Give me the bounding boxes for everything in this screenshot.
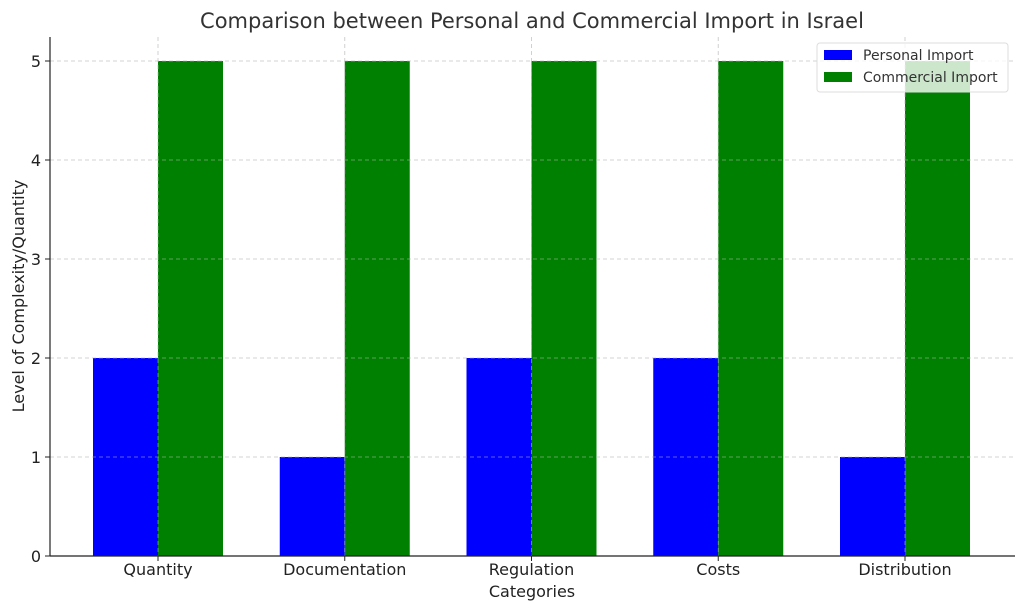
bar-commercial-import bbox=[905, 61, 970, 556]
y-tick-label: 2 bbox=[31, 349, 41, 368]
bar-personal-import bbox=[840, 457, 905, 556]
y-axis-label: Level of Complexity/Quantity bbox=[9, 180, 28, 413]
bar-personal-import bbox=[653, 358, 719, 556]
bar-commercial-import bbox=[344, 61, 410, 556]
y-tick-label: 1 bbox=[31, 448, 41, 467]
x-tick-label: Costs bbox=[696, 560, 740, 579]
legend-swatch bbox=[824, 72, 852, 82]
legend: Personal Import Commercial Import bbox=[816, 42, 1009, 93]
bars bbox=[93, 61, 970, 556]
bar-personal-import bbox=[279, 457, 345, 556]
bar-commercial-import bbox=[718, 61, 784, 556]
x-axis-label: Categories bbox=[489, 582, 575, 601]
legend-swatch bbox=[824, 50, 852, 60]
y-tick-label: 5 bbox=[31, 52, 41, 71]
x-tick-label: Documentation bbox=[283, 560, 406, 579]
x-tick-label: Distribution bbox=[858, 560, 951, 579]
bar-personal-import bbox=[93, 358, 158, 556]
x-tick-label: Regulation bbox=[489, 560, 574, 579]
legend-box bbox=[816, 42, 1009, 93]
grid bbox=[50, 37, 1015, 557]
axes: 0 1 2 3 4 5 Quantity Documentation Regulation Cos… bbox=[31, 37, 1015, 579]
x-tick-label: Quantity bbox=[123, 560, 192, 579]
bar-commercial-import bbox=[531, 61, 597, 556]
y-tick-label: 3 bbox=[31, 250, 41, 269]
legend-label: Commercial Import bbox=[863, 70, 998, 86]
y-tick-label: 0 bbox=[31, 547, 41, 566]
legend-label: Personal Import bbox=[863, 48, 974, 64]
y-tick-label: 4 bbox=[31, 151, 41, 170]
chart-title: Comparison between Personal and Commerci… bbox=[200, 9, 864, 33]
bar-commercial-import bbox=[158, 61, 223, 556]
